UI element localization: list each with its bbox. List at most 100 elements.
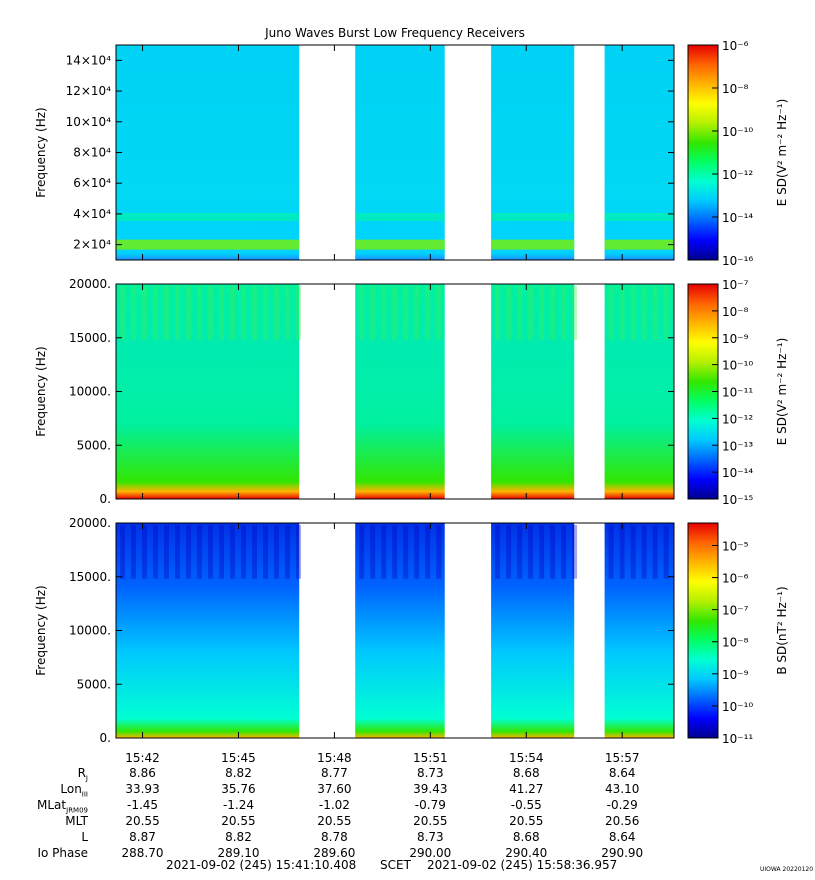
streak — [381, 286, 387, 340]
spectral-density-fill — [491, 45, 575, 260]
ephemeris-value: 8.73 — [416, 830, 444, 844]
streak — [197, 525, 202, 579]
time-tick-label: 15:51 — [413, 751, 448, 765]
streak — [381, 525, 387, 579]
colorbar-tick-label: 10⁻¹² — [722, 412, 753, 426]
streak — [403, 525, 409, 579]
footer-scet-label: SCET — [380, 858, 411, 872]
streak — [274, 525, 279, 579]
ephemeris-value: 20.56 — [605, 814, 640, 828]
emission-band — [604, 239, 674, 250]
streak — [142, 286, 147, 340]
streak — [392, 286, 398, 340]
ephemeris-value: 8.86 — [129, 766, 156, 780]
data-block — [355, 284, 445, 499]
ephemeris-label: MLT — [65, 814, 88, 828]
streak — [153, 525, 158, 579]
spectrogram-panel-3: 0. 5000. 10000. 15000. 20000. Frequency (Hz) 1… — [34, 516, 789, 746]
ephemeris-label-text: L — [81, 830, 88, 844]
ephemeris-value: 289.10 — [217, 846, 260, 860]
ephemeris-value: 8.68 — [512, 766, 540, 780]
colorbar-tick-label: 10⁻¹⁵ — [722, 493, 753, 507]
streak — [561, 286, 567, 340]
footer-end-time: 2021-09-02 (245) 15:58:36.957 — [427, 858, 618, 872]
time-tick-label: 15:45 — [221, 751, 256, 765]
ephemeris-label-subscript: JRM09 — [66, 806, 88, 815]
streak — [186, 286, 191, 340]
streak — [495, 286, 501, 340]
streak — [517, 286, 523, 340]
data-block — [116, 45, 300, 260]
ephemeris-value: 20.55 — [317, 814, 352, 828]
streak — [641, 525, 647, 579]
ephemeris-label-text: R — [77, 766, 86, 780]
streak — [550, 525, 556, 579]
streak — [561, 525, 567, 579]
data-block — [116, 284, 301, 499]
y-tick-label: 20000. — [69, 277, 111, 291]
ephemeris-label-text: MLat — [37, 798, 67, 812]
streak — [652, 286, 658, 340]
colorbar-tick-label: 10⁻⁷ — [722, 604, 749, 618]
colorbar-tick-label: 10⁻¹³ — [722, 439, 753, 453]
streak — [370, 286, 376, 340]
ephemeris-value: 8.68 — [512, 830, 540, 844]
y-tick-label: 10000. — [69, 385, 111, 399]
y-tick-label: 2×10⁴ — [73, 238, 111, 252]
spectral-density-fill — [116, 284, 300, 499]
y-tick-label: 5000. — [77, 438, 111, 452]
streak — [175, 525, 180, 579]
streak — [120, 525, 125, 579]
colorbar-tick-label: 10⁻⁹ — [722, 332, 749, 346]
emission-band — [116, 213, 300, 221]
ephemeris-value: 8.82 — [225, 766, 252, 780]
streak — [641, 286, 647, 340]
emission-band — [355, 239, 445, 250]
streak — [619, 525, 625, 579]
colorbar-tick-label: 10⁻¹⁰ — [722, 359, 753, 373]
streak — [219, 525, 224, 579]
data-block — [355, 523, 445, 738]
streak — [572, 286, 578, 340]
emission-band — [604, 213, 674, 221]
ephemeris-value: 290.90 — [601, 846, 644, 860]
streak — [608, 286, 614, 340]
data-block — [116, 523, 301, 738]
ephemeris-value: 37.60 — [317, 782, 352, 796]
ephemeris-value: 39.43 — [413, 782, 448, 796]
time-tick-label: 15:48 — [317, 751, 352, 765]
emission-band — [355, 213, 445, 221]
colorbar-tick-label: 10⁻¹¹ — [722, 732, 753, 746]
ephemeris-label-subscript: III — [81, 790, 88, 799]
streak — [285, 525, 290, 579]
ephemeris-value: 20.55 — [221, 814, 256, 828]
streak — [142, 525, 147, 579]
ephemeris-value: 8.82 — [225, 830, 252, 844]
ephemeris-value: 33.93 — [125, 782, 160, 796]
streak — [252, 525, 257, 579]
ephemeris-value: 289.60 — [313, 846, 356, 860]
streak — [630, 286, 636, 340]
colorbar-tick-label: 10⁻⁶ — [722, 572, 749, 586]
y-tick-label: 5000. — [77, 677, 111, 691]
y-tick-label: 6×10⁴ — [73, 176, 111, 190]
footer-start-time: 2021-09-02 (245) 15:41:10.408 — [166, 858, 357, 872]
spectral-density-fill — [355, 284, 445, 499]
streak — [506, 286, 512, 340]
y-tick-label: 10×10⁴ — [66, 115, 112, 129]
y-tick-label: 15000. — [69, 331, 111, 345]
colorbar-tick-label: 10⁻⁸ — [722, 82, 749, 96]
y-tick-label: 14×10⁴ — [66, 53, 112, 67]
streak — [436, 286, 442, 340]
ephemeris-label-text: MLT — [65, 814, 88, 828]
ephemeris-value: 43.10 — [605, 782, 640, 796]
spectrogram-panel-1: 2×10⁴ 4×10⁴ 6×10⁴ 8×10⁴ 10×10⁴ 12×10⁴ 14×10⁴ Fr… — [34, 39, 789, 268]
streak — [436, 525, 442, 579]
ephemeris-value: 290.00 — [409, 846, 452, 860]
streak — [608, 525, 614, 579]
colorbar-tick-label: 10⁻⁸ — [722, 636, 749, 650]
panels: 2×10⁴ 4×10⁴ 6×10⁴ 8×10⁴ 10×10⁴ 12×10⁴ 14×10⁴ Fr… — [34, 39, 789, 746]
spectral-density-fill — [116, 523, 300, 738]
streak — [208, 286, 213, 340]
ephemeris-value: -0.79 — [414, 798, 446, 812]
